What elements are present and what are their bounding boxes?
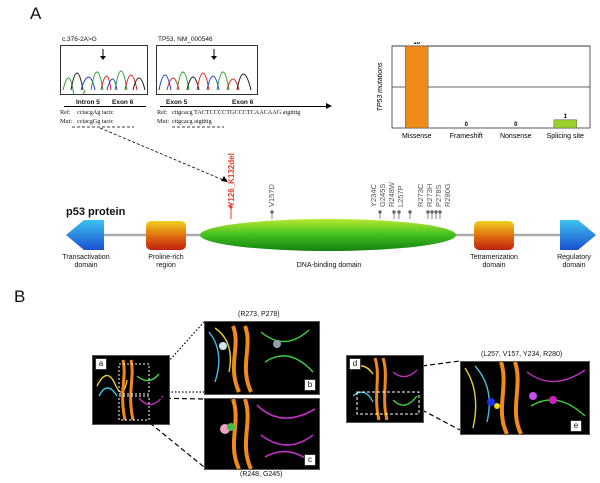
chart-value-label: 0: [465, 122, 469, 128]
chart-category-label: Nonsense: [500, 133, 532, 140]
panel-label-b: B: [14, 287, 26, 306]
chart-category-label: Frameshift: [450, 133, 483, 140]
right-ref-seq: cttgcacg TACTCCCCTGCCCTCAACAAG atgttttg: [172, 109, 301, 116]
mutation-label-r280g: R280G: [443, 183, 452, 207]
structure-e-caption: (L257, V157, Y234, R280): [481, 351, 563, 358]
dna-binding-label: DNA-binding domain: [296, 262, 362, 269]
right-ref-label: Ref:: [157, 109, 168, 116]
mutation-label-p278s: P278S: [434, 184, 443, 207]
structure-c-svg: [220, 399, 316, 469]
tetramerization-label: Tetramerization domain: [470, 254, 518, 269]
exon6-right-label: Exon 6: [232, 99, 254, 106]
structure-tag-c: c: [304, 454, 316, 466]
mutation-label-l257p: L257P: [396, 185, 405, 207]
chart-value-label: 1: [564, 114, 568, 120]
mutation-label-r273h: R273H: [425, 183, 434, 207]
right-mut-seq: cttgcacg atgttttg: [172, 118, 212, 125]
structure-tag-a: a: [95, 358, 107, 370]
left-chromatogram-title: c.376-2A>G: [62, 36, 97, 43]
left-mut-seq: cctacgGg tactc: [77, 118, 114, 125]
chart-value-label: 10: [413, 42, 420, 46]
right-trace-svg: [158, 49, 252, 91]
right-exon-arrowhead: [326, 103, 332, 109]
proline-rich-label: Proline-rich region: [148, 254, 184, 269]
mutation-label-g245s: G245S: [378, 183, 387, 207]
left-ref-label: Ref:: [60, 109, 71, 116]
mutation-bar-chart: TP53 mutations 10 Missense 0 Frameshift 0 Nons…: [377, 42, 591, 140]
transactivation-domain-shape: [66, 220, 104, 250]
left-trace-svg: [62, 49, 146, 103]
structure-d-svg: [350, 357, 420, 421]
structure-c-caption: (R248, G245): [240, 471, 283, 478]
chart-category-label: Splicing site: [547, 133, 584, 140]
right-chromatogram-title: TP53, NM_000546: [158, 36, 213, 43]
transactivation-label: Transactivation domain: [62, 254, 110, 269]
structure-tag-d: d: [349, 358, 361, 370]
left-exon-bar: [64, 106, 146, 107]
structure-tag-b: b: [304, 379, 316, 391]
structure-c: [204, 398, 320, 470]
deletion-label: Y126_K132del: [227, 153, 236, 207]
regulatory-label: Regulatory domain: [557, 254, 591, 269]
mutation-label-r248w: R248W: [387, 181, 396, 207]
structure-e: [460, 361, 590, 435]
chart-value-label: 0: [514, 122, 518, 128]
tetramerization-shape: [474, 221, 514, 250]
chart-bar: [553, 119, 577, 129]
structure-b-caption: (R273, P278): [238, 311, 280, 318]
structure-b-svg: [208, 325, 314, 393]
intron5-label: Intron 5: [76, 99, 100, 106]
right-chromatogram: [156, 45, 258, 95]
chart-bar: [405, 45, 429, 129]
right-exon-bar: [160, 106, 328, 107]
regulatory-domain-shape: [560, 220, 596, 250]
mutation-label-v157d: V157D: [267, 184, 276, 207]
left-mut-label: Mut:: [60, 118, 73, 125]
chart-y-axis-label: TP53 mutations: [377, 62, 384, 112]
right-mut-label: Mut:: [157, 118, 170, 125]
exon6-left-label: Exon 6: [112, 99, 134, 106]
mutation-pins: [270, 210, 442, 219]
left-chromatogram: [60, 45, 148, 103]
proline-rich-shape: [146, 221, 186, 250]
structure-e-svg: [464, 362, 586, 434]
mutation-label-y234c: Y234C: [369, 184, 378, 207]
exon5-right-label: Exon 5: [166, 99, 188, 106]
protein-title: p53 protein: [66, 206, 126, 218]
left-ref-seq: cctacgAg tactc: [77, 109, 114, 116]
mutation-label-r273c: R273C: [416, 183, 425, 207]
panel-label-a: A: [30, 4, 42, 23]
structure-tag-e: e: [570, 420, 582, 432]
chart-category-label: Missense: [402, 133, 432, 140]
dna-binding-shape: [200, 219, 456, 251]
structure-b: [204, 321, 320, 395]
